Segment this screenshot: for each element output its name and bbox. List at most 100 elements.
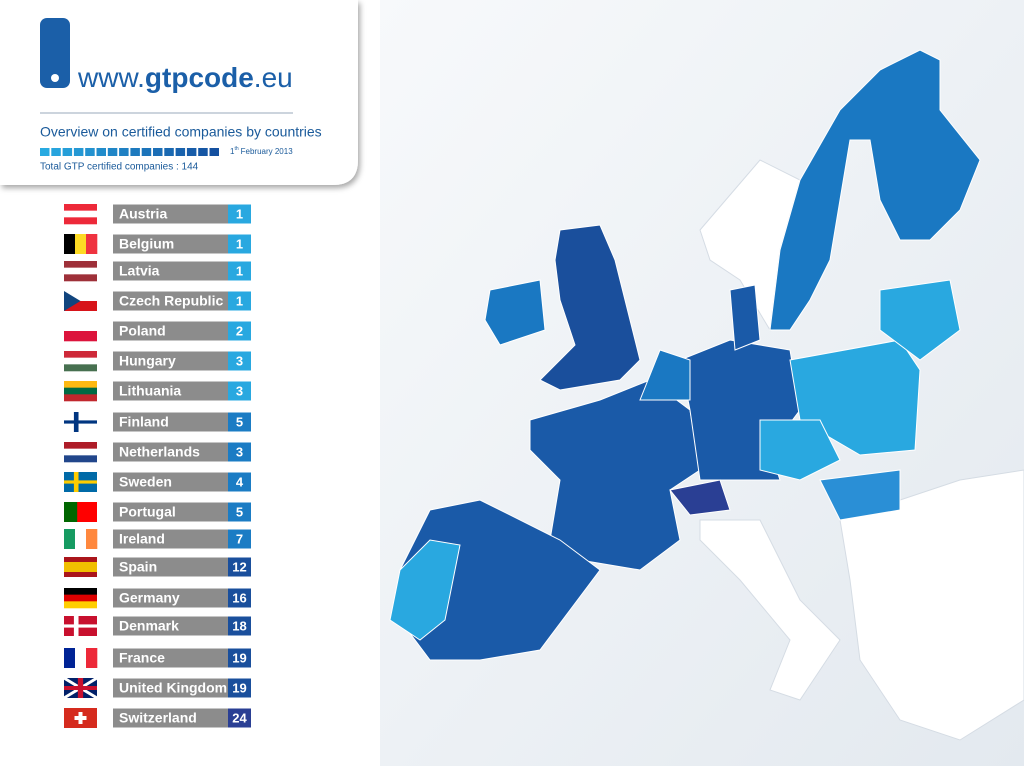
czech-austria [759,419,841,481]
name-bar [113,472,228,492]
header-card: www.gtpcode.eu Overview on certified com… [0,0,358,185]
flag-stripe [64,217,97,225]
flag-cross [74,716,87,720]
country-name: Spain [119,559,157,575]
country-name: Czech Republic [119,293,223,309]
italy [699,519,841,701]
country-count: 12 [232,559,246,574]
name-bar [113,204,228,224]
name-bar [113,261,228,281]
country-count: 5 [236,504,243,519]
country-row: United Kingdom 19 [63,676,251,700]
country-count: 4 [236,474,244,489]
map [389,49,1024,741]
card [0,0,358,185]
flag-stripe [64,267,97,275]
square [141,148,152,156]
country-name: Denmark [119,618,179,634]
square [85,148,95,156]
name-bar [113,321,228,341]
country-row: Hungary 3 [64,351,251,372]
flag-cross [64,686,97,690]
flag-stripe [86,529,98,549]
country-row: France 19 [64,648,251,668]
count-box [228,234,251,254]
flag-stripe [75,648,87,668]
flag-stripe [64,261,97,268]
ireland [484,279,546,346]
subtitle: Overview on certified companies by count… [40,124,322,140]
country-count: 3 [236,383,243,398]
country-count: 18 [232,618,246,633]
total: Total GTP certified companies : 144 [40,162,199,173]
count-box [228,588,251,608]
flag-stripe [64,364,97,372]
country-name: Switzerland [119,710,197,726]
portugal [389,539,461,641]
square [119,148,129,156]
url: www.gtpcode.eu [77,62,293,93]
square [198,148,208,156]
count-box [228,616,251,636]
date: 1th February 2013 [230,146,293,156]
square [73,148,84,156]
count-box [228,381,251,401]
country-row: Poland 2 [64,321,251,342]
country-name: Germany [119,590,180,606]
flag-triangle [64,291,81,311]
benelux [639,349,691,401]
square [40,148,50,156]
count-box [228,261,251,281]
flag-stripe [64,442,97,449]
country-name: Portugal [119,504,176,520]
flag-stripe [64,529,76,549]
country-count: 1 [236,236,243,251]
country-row: Germany 16 [64,588,251,609]
flag-stripe [86,234,98,254]
flag-stripe [64,448,97,456]
flag-stripe [64,455,97,463]
name-bar [113,412,228,432]
switzerland [669,479,731,516]
flag-stripe [64,210,97,218]
square [96,148,106,156]
country-count: 5 [236,414,243,429]
flag-stripe [64,331,97,342]
country-count: 1 [236,293,243,308]
country-count: 3 [236,353,243,368]
country-name: Belgium [119,236,174,252]
count-box [228,472,251,492]
country-row: Netherlands 3 [64,442,251,463]
country-row: Belgium 1 [64,234,251,254]
scandinavia [769,49,981,331]
count-box [228,648,251,668]
country-count: 1 [236,263,243,278]
name-bar [113,708,228,728]
flag-stripe [64,648,76,668]
flag-stripe [64,394,97,402]
square [51,148,61,156]
baltics [879,279,961,361]
country-count: 24 [232,710,247,725]
country-name: France [119,650,165,666]
count-box [228,502,251,522]
name-bar [113,648,228,668]
country-count: 3 [236,444,243,459]
url-main: gtpcode [145,62,254,93]
country-count: 19 [232,680,246,695]
country-name: Lithuania [119,383,181,399]
flag-stripe [64,387,97,395]
count-box [228,678,251,698]
spain [399,499,601,661]
country-list: Austria 1 Belgium 1 Latvia 1 Czech Republic 1 Po… [63,204,251,728]
square [62,148,73,156]
name-bar [113,678,228,698]
country-row: Finland 5 [64,412,251,432]
country-name: Hungary [119,353,176,369]
flag-stripe [64,301,97,311]
flag-stripe [64,291,97,301]
country-name: Austria [119,206,167,222]
hungary [819,469,901,521]
country-name: Latvia [119,263,160,279]
